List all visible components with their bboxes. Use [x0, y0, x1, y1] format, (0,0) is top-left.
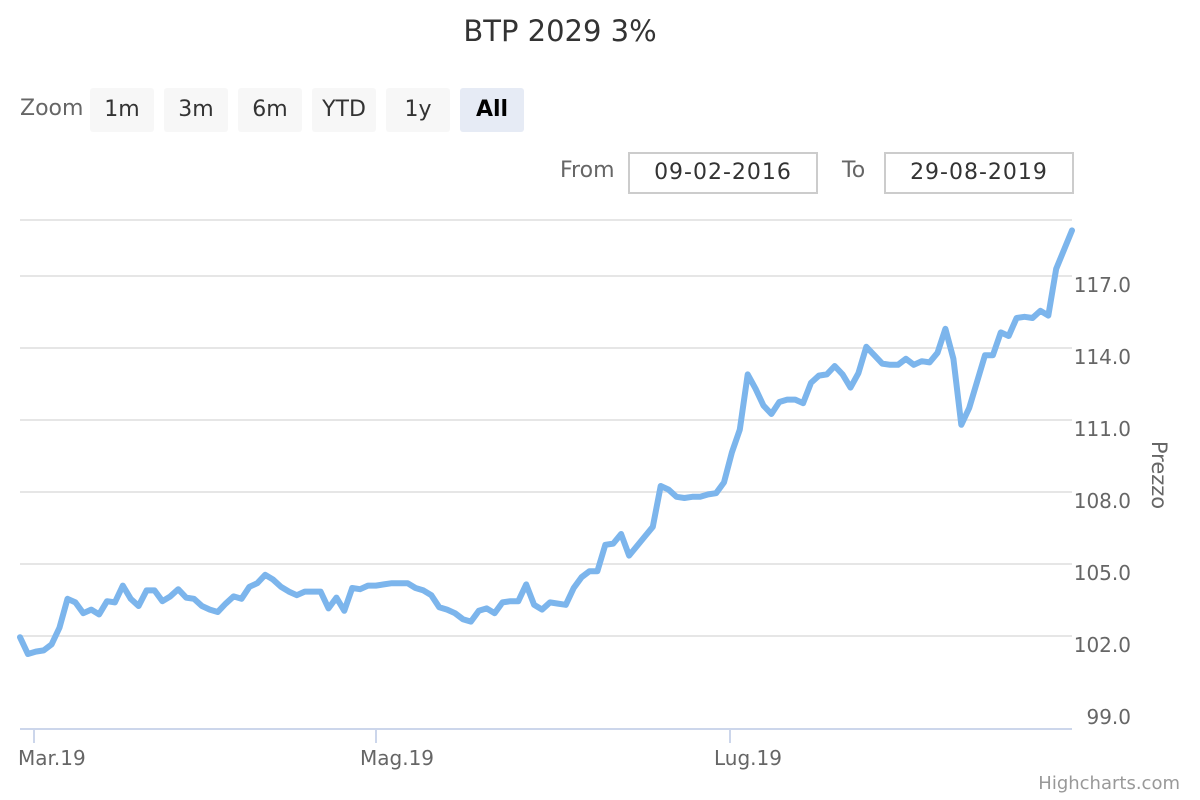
to-label: To [842, 158, 866, 183]
y-tick-label: 114.0 [1074, 345, 1131, 369]
credits-link[interactable]: Highcharts.com [1038, 773, 1180, 794]
series-line [17, 227, 1075, 657]
chart-title: BTP 2029 3% [463, 14, 657, 48]
y-tick-label: 108.0 [1074, 489, 1131, 513]
zoom-1m-button[interactable]: 1m [90, 88, 154, 132]
x-tick-label: Mag.19 [360, 746, 434, 770]
y-tick-label: 111.0 [1074, 417, 1131, 441]
zoom-1y-button[interactable]: 1y [386, 88, 450, 132]
from-label: From [560, 158, 615, 183]
zoom-6m-button[interactable]: 6m [238, 88, 302, 132]
to-date-input[interactable]: 29-08-2019 [884, 152, 1074, 194]
zoom-all-button[interactable]: All [460, 88, 524, 132]
y-axis-ticks: 99.0 102.0 105.0 108.0 111.0 114.0 117.0 [1074, 273, 1131, 729]
y-tick-label: 102.0 [1074, 633, 1131, 657]
x-tick-label: Lug.19 [714, 746, 782, 770]
y-tick-label: 117.0 [1074, 273, 1131, 297]
y-tick-label: 105.0 [1074, 561, 1131, 585]
zoom-3m-button[interactable]: 3m [164, 88, 228, 132]
x-axis-ticks: Mar.19 Mag.19 Lug.19 [18, 729, 782, 770]
y-axis-label: Prezzo [1147, 441, 1171, 509]
y-tick-label: 99.0 [1086, 705, 1131, 729]
from-date-input[interactable]: 09-02-2016 [628, 152, 818, 194]
grid-lines [20, 219, 1072, 637]
x-tick-label: Mar.19 [18, 746, 86, 770]
zoom-ytd-button[interactable]: YTD [312, 88, 376, 132]
zoom-label: Zoom [20, 96, 84, 121]
